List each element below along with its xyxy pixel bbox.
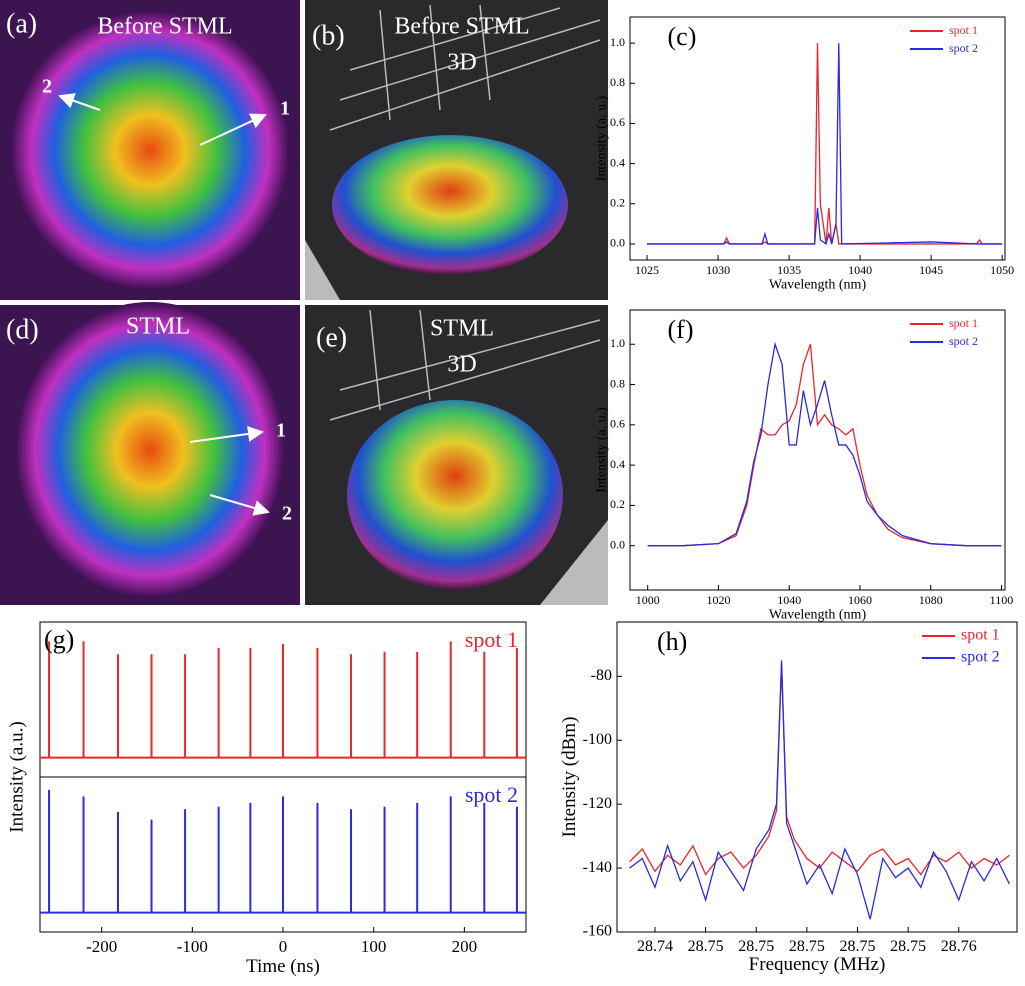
image-title: STML	[126, 314, 190, 340]
data-line	[647, 43, 1003, 245]
legend-label: spot 1	[961, 627, 1000, 644]
y-tick-label: -120	[583, 795, 612, 812]
x-tick-label: 28.75	[738, 938, 774, 955]
x-tick-label: 1050	[990, 263, 1014, 277]
series-label: spot 2	[465, 782, 518, 807]
x-tick-label: 28.76	[941, 938, 977, 955]
legend-label: spot 2	[949, 41, 978, 55]
y-tick-label: 0.6	[610, 417, 625, 431]
data-line	[629, 663, 1010, 876]
panel-label: (f)	[668, 315, 694, 344]
x-tick-label: 28.75	[789, 938, 825, 955]
panel-label: (g)	[44, 625, 74, 654]
data-line	[647, 43, 1003, 245]
y-axis-label: Intensity (dBm)	[559, 717, 580, 838]
y-tick-label: 0.8	[610, 75, 625, 89]
x-tick-label: 28.75	[688, 938, 724, 955]
x-tick-label: 1025	[635, 263, 659, 277]
x-tick-label: 1030	[706, 263, 730, 277]
spot-marker: 2	[42, 76, 52, 98]
y-axis-label: Intensity (a. u.)	[595, 407, 610, 493]
y-tick-label: 0.0	[610, 537, 625, 551]
y-tick-label: -160	[583, 923, 612, 940]
panel-label: (d)	[6, 314, 39, 345]
panel-label: (a)	[6, 8, 37, 39]
panel-label: (b)	[312, 20, 345, 51]
x-axis-label: Wavelength (nm)	[769, 607, 867, 622]
x-axis-label: Frequency (MHz)	[749, 954, 886, 975]
image-title: 3D	[447, 50, 476, 76]
data-line	[647, 344, 1002, 547]
spot-marker: 1	[276, 420, 286, 442]
spot-marker: 2	[282, 503, 292, 525]
x-tick-label: 1035	[777, 263, 801, 277]
y-tick-label: 0.2	[610, 196, 625, 210]
x-tick-label: 28.75	[890, 938, 926, 955]
legend-label: spot 2	[961, 649, 1000, 666]
plot-frame	[629, 16, 1006, 261]
x-tick-label: -200	[86, 937, 117, 956]
x-tick-label: 200	[452, 937, 478, 956]
y-tick-label: 1.0	[610, 35, 625, 49]
y-tick-label: 0.0	[610, 236, 625, 250]
x-tick-label: 1020	[706, 593, 730, 607]
image-title: Before STML	[394, 14, 529, 40]
x-tick-label: 100	[361, 937, 387, 956]
x-tick-label: 1100	[990, 593, 1014, 607]
data-line	[647, 341, 1002, 547]
x-axis-label: Wavelength (nm)	[769, 277, 867, 292]
image-panel-b: (b) Before STML 3D	[305, 0, 608, 300]
y-tick-label: -80	[591, 667, 612, 684]
y-tick-label: 0.8	[610, 376, 625, 390]
legend-label: spot 2	[949, 334, 978, 348]
image-panel-d: (d) STML 1 2	[0, 302, 300, 605]
legend-label: spot 1	[949, 23, 978, 37]
series-label: spot 1	[465, 627, 518, 652]
y-tick-label: 0.4	[610, 155, 625, 169]
x-tick-label: 0	[279, 937, 288, 956]
panel-label: (c)	[668, 22, 697, 51]
y-axis-label: Intensity (a. u.)	[595, 95, 610, 181]
y-tick-label: -140	[583, 859, 612, 876]
panel-label: (h)	[657, 627, 687, 656]
image-panel-a: (a) Before STML 2 1	[0, 0, 300, 300]
x-tick-label: 1080	[919, 593, 943, 607]
x-tick-label: 1040	[777, 593, 801, 607]
panel-label: (e)	[316, 322, 347, 353]
x-tick-label: 1040	[848, 263, 872, 277]
y-tick-label: 1.0	[610, 336, 625, 350]
x-tick-label: -100	[177, 937, 208, 956]
y-tick-label: 0.4	[610, 457, 625, 471]
y-tick-label: 0.6	[610, 115, 625, 129]
x-tick-label: 28.74	[637, 938, 673, 955]
plot-frame	[616, 621, 1018, 933]
image-title: Before STML	[97, 14, 232, 40]
x-tick-label: 1000	[636, 593, 660, 607]
x-tick-label: 28.75	[840, 938, 876, 955]
plot-frame	[629, 309, 1006, 591]
x-tick-label: 1045	[919, 263, 943, 277]
image-title: 3D	[447, 352, 476, 378]
x-tick-label: 1060	[848, 593, 872, 607]
y-tick-label: 0.2	[610, 497, 625, 511]
spot-marker: 1	[280, 98, 290, 120]
image-title: STML	[430, 316, 494, 342]
y-tick-label: -100	[583, 731, 612, 748]
y-axis-label: Intensity (a.u.)	[6, 721, 27, 832]
image-panel-e: (e) STML 3D	[305, 305, 608, 605]
legend-label: spot 1	[949, 316, 978, 330]
data-line	[629, 660, 1010, 920]
x-axis-label: Time (ns)	[246, 956, 320, 977]
